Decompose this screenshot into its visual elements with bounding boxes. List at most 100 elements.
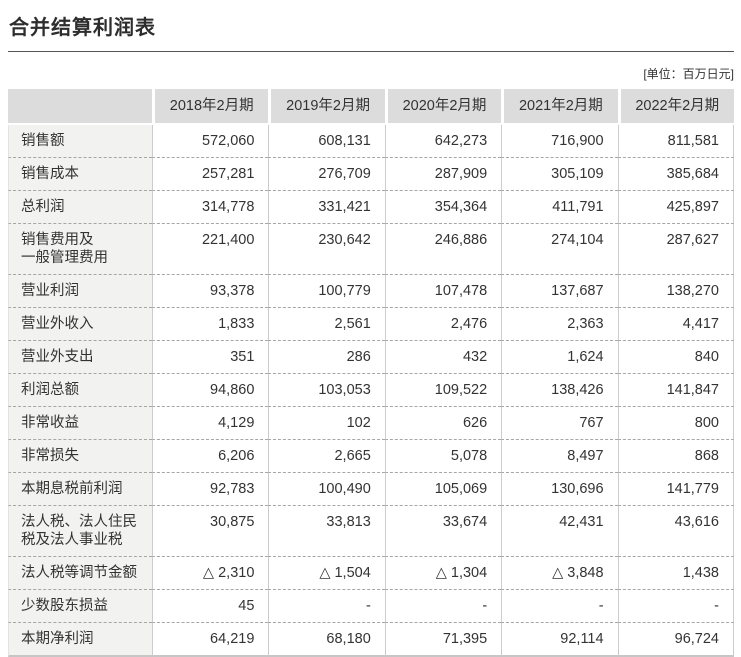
value-cell: △ 3,848 — [501, 556, 618, 589]
value-cell: 767 — [501, 406, 618, 439]
value-cell: - — [617, 589, 734, 622]
row-label: 本期净利润 — [8, 622, 152, 657]
row-label: 营业利润 — [8, 274, 152, 307]
value-cell: 305,109 — [501, 157, 618, 190]
value-cell: 411,791 — [501, 190, 618, 223]
value-cell: 314,778 — [152, 190, 269, 223]
value-cell: 351 — [152, 340, 269, 373]
value-cell: 5,078 — [384, 439, 502, 472]
value-cell: 432 — [384, 340, 502, 373]
value-cell: 68,180 — [268, 622, 385, 657]
value-cell: 94,860 — [152, 373, 269, 406]
header-row: 2018年2月期 2019年2月期 2020年2月期 2021年2月期 2022… — [8, 89, 734, 125]
value-cell: - — [268, 589, 385, 622]
value-cell: 2,561 — [268, 307, 385, 340]
value-cell: △ 1,504 — [268, 556, 385, 589]
row-label: 非常损失 — [8, 439, 152, 472]
value-cell: 64,219 — [152, 622, 269, 657]
column-header-2022: 2022年2月期 — [617, 89, 734, 125]
row-label: 非常收益 — [8, 406, 152, 439]
value-cell: 257,281 — [152, 157, 269, 190]
row-label: 营业外收入 — [8, 307, 152, 340]
value-cell: 105,069 — [384, 472, 502, 505]
value-cell: 626 — [384, 406, 502, 439]
value-cell: 141,779 — [617, 472, 734, 505]
value-cell: 1,833 — [152, 307, 269, 340]
table-row: 利润总额 94,860 103,053 109,522 138,426 141,… — [8, 373, 734, 406]
value-cell: 840 — [617, 340, 734, 373]
table-row: 营业外收入 1,833 2,561 2,476 2,363 4,417 — [8, 307, 734, 340]
row-label: 法人税等调节金额 — [8, 556, 152, 589]
value-cell: 354,364 — [384, 190, 502, 223]
value-cell: 2,665 — [268, 439, 385, 472]
value-cell: 42,431 — [501, 505, 618, 556]
row-label: 总利润 — [8, 190, 152, 223]
table-row: 法人税等调节金额 △ 2,310 △ 1,504 △ 1,304 △ 3,848… — [8, 556, 734, 589]
value-cell: 92,783 — [152, 472, 269, 505]
table-row: 销售额 572,060 608,131 642,273 716,900 811,… — [8, 125, 734, 157]
value-cell: 137,687 — [501, 274, 618, 307]
column-header-2018: 2018年2月期 — [152, 89, 269, 125]
value-cell: 221,400 — [152, 223, 269, 274]
value-cell: 8,497 — [501, 439, 618, 472]
value-cell: 385,684 — [617, 157, 734, 190]
value-cell: 138,426 — [501, 373, 618, 406]
value-cell: - — [384, 589, 502, 622]
column-header-2020: 2020年2月期 — [384, 89, 502, 125]
table-body: 销售额 572,060 608,131 642,273 716,900 811,… — [8, 125, 734, 657]
value-cell: 138,270 — [617, 274, 734, 307]
row-label: 本期息税前利润 — [8, 472, 152, 505]
corner-cell — [8, 89, 152, 125]
value-cell: 800 — [617, 406, 734, 439]
table-row: 营业外支出 351 286 432 1,624 840 — [8, 340, 734, 373]
value-cell: 102 — [268, 406, 385, 439]
value-cell: 716,900 — [501, 125, 618, 157]
value-cell: 100,779 — [268, 274, 385, 307]
value-cell: 71,395 — [384, 622, 502, 657]
value-cell: 33,674 — [384, 505, 502, 556]
value-cell: 6,206 — [152, 439, 269, 472]
column-header-2021: 2021年2月期 — [501, 89, 618, 125]
value-cell: 1,438 — [617, 556, 734, 589]
value-cell: 274,104 — [501, 223, 618, 274]
value-cell: 246,886 — [384, 223, 502, 274]
page-title: 合并结算利润表 — [9, 17, 156, 39]
value-cell: 868 — [617, 439, 734, 472]
value-cell: 45 — [152, 589, 269, 622]
value-cell: 608,131 — [268, 125, 385, 157]
value-cell: 33,813 — [268, 505, 385, 556]
value-cell: 287,909 — [384, 157, 502, 190]
value-cell: 100,490 — [268, 472, 385, 505]
value-cell: 425,897 — [617, 190, 734, 223]
row-label: 法人税、法人住民 税及法人事业税 — [8, 505, 152, 556]
table-header: 2018年2月期 2019年2月期 2020年2月期 2021年2月期 2022… — [8, 89, 734, 125]
value-cell: 107,478 — [384, 274, 502, 307]
value-cell: 276,709 — [268, 157, 385, 190]
row-label: 销售费用及 一般管理费用 — [8, 223, 152, 274]
table-row: 法人税、法人住民 税及法人事业税 30,875 33,813 33,674 42… — [8, 505, 734, 556]
value-cell: 230,642 — [268, 223, 385, 274]
value-cell: 30,875 — [152, 505, 269, 556]
table-row: 本期息税前利润 92,783 100,490 105,069 130,696 1… — [8, 472, 734, 505]
value-cell: 109,522 — [384, 373, 502, 406]
value-cell: 130,696 — [501, 472, 618, 505]
row-label: 销售成本 — [8, 157, 152, 190]
table-row: 本期净利润 64,219 68,180 71,395 92,114 96,724 — [8, 622, 734, 657]
value-cell: 4,129 — [152, 406, 269, 439]
title-divider — [8, 51, 734, 52]
value-cell: 811,581 — [617, 125, 734, 157]
table-row: 营业利润 93,378 100,779 107,478 137,687 138,… — [8, 274, 734, 307]
row-label: 营业外支出 — [8, 340, 152, 373]
value-cell: 2,476 — [384, 307, 502, 340]
value-cell: 43,616 — [617, 505, 734, 556]
row-label: 利润总额 — [8, 373, 152, 406]
table-row: 总利润 314,778 331,421 354,364 411,791 425,… — [8, 190, 734, 223]
value-cell: 96,724 — [617, 622, 734, 657]
value-cell: 572,060 — [152, 125, 269, 157]
value-cell: 331,421 — [268, 190, 385, 223]
value-cell: 642,273 — [384, 125, 502, 157]
table-row: 销售成本 257,281 276,709 287,909 305,109 385… — [8, 157, 734, 190]
row-label: 少数股东损益 — [8, 589, 152, 622]
table-row: 非常损失 6,206 2,665 5,078 8,497 868 — [8, 439, 734, 472]
